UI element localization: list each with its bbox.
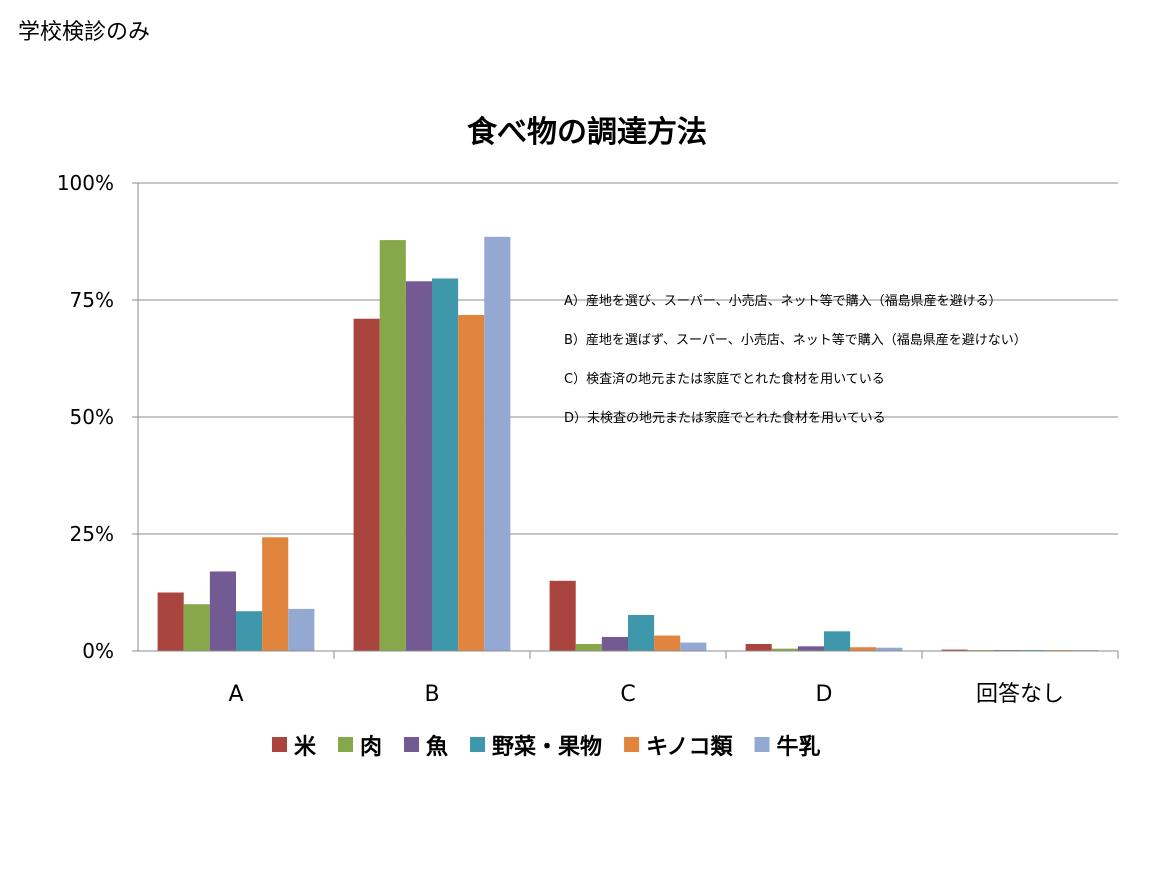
bar	[797, 646, 824, 651]
x-tick-label: 回答なし	[976, 682, 1064, 707]
legend-label: 肉	[360, 735, 382, 760]
bars-layer	[157, 236, 1099, 651]
bar	[745, 643, 772, 651]
bar	[236, 611, 263, 651]
bar	[654, 635, 681, 651]
legend-label: 野菜・果物	[492, 734, 602, 760]
bar	[183, 604, 210, 651]
annotation-note: C）検査済の地元または家庭でとれた食材を用いている	[564, 371, 885, 387]
legend-swatch	[272, 737, 287, 752]
bar	[876, 647, 903, 651]
bar	[379, 240, 406, 651]
chart-title: 食べ物の調達方法	[467, 115, 707, 150]
bar	[628, 614, 655, 651]
bar	[353, 318, 380, 651]
bar	[262, 537, 289, 651]
bar	[824, 631, 851, 651]
bar	[549, 580, 576, 651]
bar	[288, 608, 315, 651]
bar	[771, 648, 798, 651]
legend-swatch	[754, 737, 770, 752]
y-tick-label: 75%	[70, 288, 114, 312]
notes-layer: A）産地を選び、スーパー、小売店、ネット等で購入（福島県産を避ける） B）産地を選…	[564, 293, 1027, 426]
bar	[432, 278, 459, 651]
grid-layer	[138, 182, 1118, 535]
legend-swatch	[338, 737, 354, 752]
annotation-note: D）未検査の地元または家庭でとれた食材を用いている	[564, 410, 886, 426]
legend-label: 牛乳	[777, 734, 821, 760]
legend-label: キノコ類	[646, 735, 733, 760]
x-tick-label: D	[816, 682, 833, 707]
bar	[850, 647, 877, 651]
bar	[484, 236, 511, 651]
legend-label: 米	[294, 735, 317, 760]
y-tick-label: 25%	[70, 522, 114, 546]
legend-swatch	[404, 737, 420, 752]
bar	[680, 642, 707, 651]
legend-label: 魚	[426, 734, 448, 760]
annotation-note: A）産地を選び、スーパー、小売店、ネット等で購入（福島県産を避ける）	[564, 293, 1002, 309]
y-tick-label: 100%	[57, 171, 114, 195]
legend: 米 肉 魚 野菜・果物 キノコ類 牛乳	[272, 734, 821, 760]
bar	[157, 592, 184, 651]
bar	[209, 571, 236, 651]
axis-layer: 0% 25% 50% 75% 100% A B C D 回答なし	[57, 171, 1119, 707]
x-tick-label: C	[620, 682, 635, 707]
bar	[405, 281, 432, 651]
corner-label: 学校検診のみ	[18, 20, 151, 45]
legend-swatch	[470, 737, 486, 752]
bar	[601, 636, 628, 651]
annotation-note: B）産地を選ばず、スーパー、小売店、ネット等で購入（福島県産を避けない）	[564, 332, 1027, 348]
y-tick-label: 50%	[70, 405, 114, 429]
bar	[575, 643, 602, 651]
bar	[458, 314, 485, 651]
x-tick-label: A	[228, 682, 243, 707]
x-tick-label: B	[424, 682, 439, 707]
legend-swatch	[624, 737, 640, 752]
y-tick-label: 0%	[82, 639, 114, 663]
bar	[941, 649, 968, 651]
